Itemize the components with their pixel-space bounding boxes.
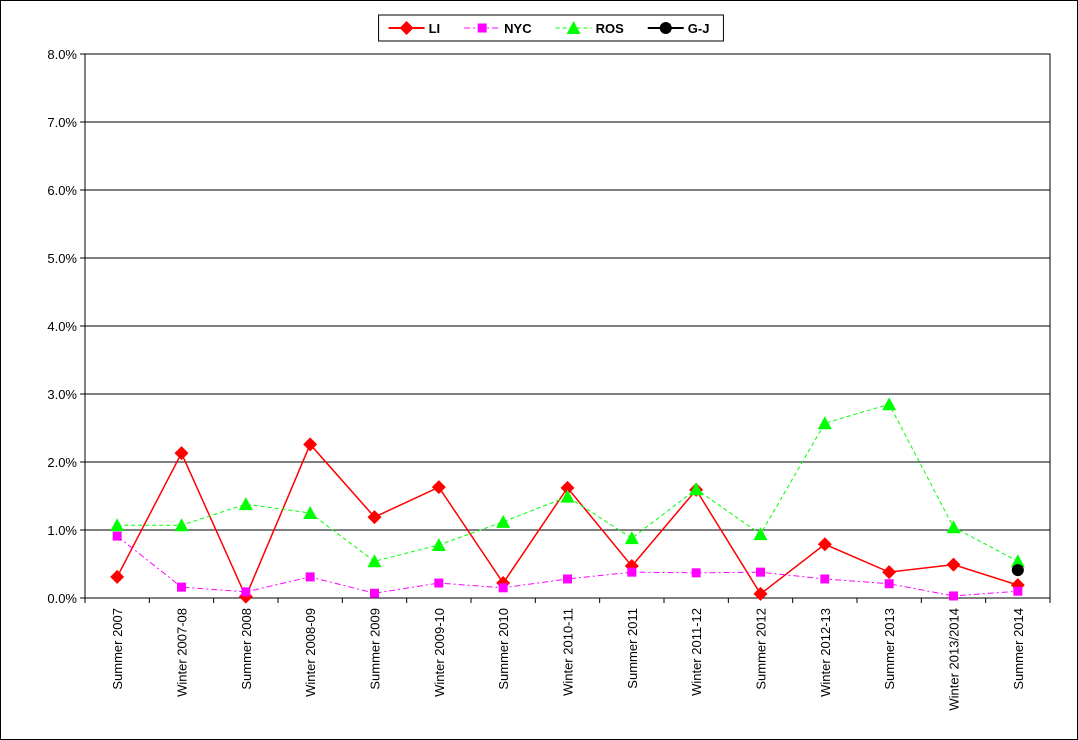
x-tick-label: Summer 2008 <box>239 608 254 690</box>
marker <box>303 437 318 452</box>
marker <box>367 510 382 525</box>
marker <box>303 506 318 519</box>
marker <box>1010 554 1025 568</box>
y-tick-label: 6.0% <box>47 183 77 198</box>
marker <box>370 588 379 598</box>
marker <box>884 579 894 589</box>
marker <box>1011 564 1024 577</box>
marker <box>817 416 832 430</box>
x-tick-label: Summer 2014 <box>1011 608 1026 690</box>
marker <box>659 22 672 34</box>
y-tick-label: 3.0% <box>47 387 77 402</box>
marker <box>431 537 446 551</box>
marker <box>566 21 581 34</box>
marker <box>560 489 575 503</box>
y-tick-label: 2.0% <box>47 455 77 470</box>
marker <box>627 567 637 577</box>
x-tick-label: Winter 2010-11 <box>561 608 576 696</box>
marker <box>174 518 189 532</box>
y-tick-label: 1.0% <box>47 523 77 538</box>
marker <box>882 397 897 411</box>
marker <box>498 583 508 593</box>
marker <box>817 537 832 552</box>
x-tick-label: Summer 2013 <box>882 608 897 690</box>
marker <box>560 480 575 495</box>
y-tick-label: 8.0% <box>47 47 77 62</box>
marker <box>753 586 768 601</box>
marker <box>820 574 830 584</box>
marker <box>177 582 186 592</box>
marker <box>174 446 189 461</box>
marker <box>946 520 961 534</box>
marker <box>431 480 446 495</box>
marker <box>305 572 315 582</box>
marker <box>367 554 382 568</box>
x-tick-label: Summer 2007 <box>110 608 125 690</box>
marker <box>691 568 701 578</box>
marker <box>110 569 125 584</box>
x-tick-label: Winter 2007-08 <box>175 608 190 697</box>
marker <box>949 591 958 601</box>
series-line <box>117 403 1019 562</box>
marker <box>753 527 768 541</box>
legend: LI NYC ROS G-J <box>378 14 724 42</box>
marker <box>434 578 444 588</box>
marker <box>756 567 765 577</box>
x-tick-label: Winter 2013/2014 <box>947 608 962 711</box>
series-line <box>116 535 1018 597</box>
x-tick-label: Winter 2008-09 <box>303 608 318 697</box>
marker <box>241 587 251 597</box>
y-tick-label: 4.0% <box>47 319 77 334</box>
marker <box>112 531 122 541</box>
marker <box>399 21 414 35</box>
legend-label: ROS <box>596 21 625 36</box>
legend-label: NYC <box>504 21 532 36</box>
y-tick-label: 7.0% <box>47 115 77 130</box>
marker <box>689 482 704 496</box>
marker <box>1013 586 1023 596</box>
x-tick-label: Winter 2009-10 <box>432 608 447 697</box>
marker <box>882 565 897 580</box>
legend-label: LI <box>429 21 441 36</box>
marker <box>624 531 639 545</box>
x-tick-label: Winter 2012-13 <box>818 608 833 697</box>
marker <box>110 518 125 532</box>
marker <box>496 514 511 528</box>
x-tick-label: Summer 2010 <box>496 608 511 690</box>
marker <box>946 557 961 572</box>
x-tick-label: Summer 2011 <box>625 608 640 689</box>
x-tick-label: Summer 2009 <box>368 608 383 690</box>
y-tick-label: 0.0% <box>47 591 77 606</box>
y-tick-label: 5.0% <box>47 251 77 266</box>
marker <box>238 497 253 511</box>
legend-label: G-J <box>688 21 710 36</box>
marker <box>477 23 487 33</box>
x-tick-label: Winter 2011-12 <box>689 608 704 696</box>
marker <box>563 574 572 584</box>
x-tick-label: Summer 2012 <box>754 608 769 690</box>
